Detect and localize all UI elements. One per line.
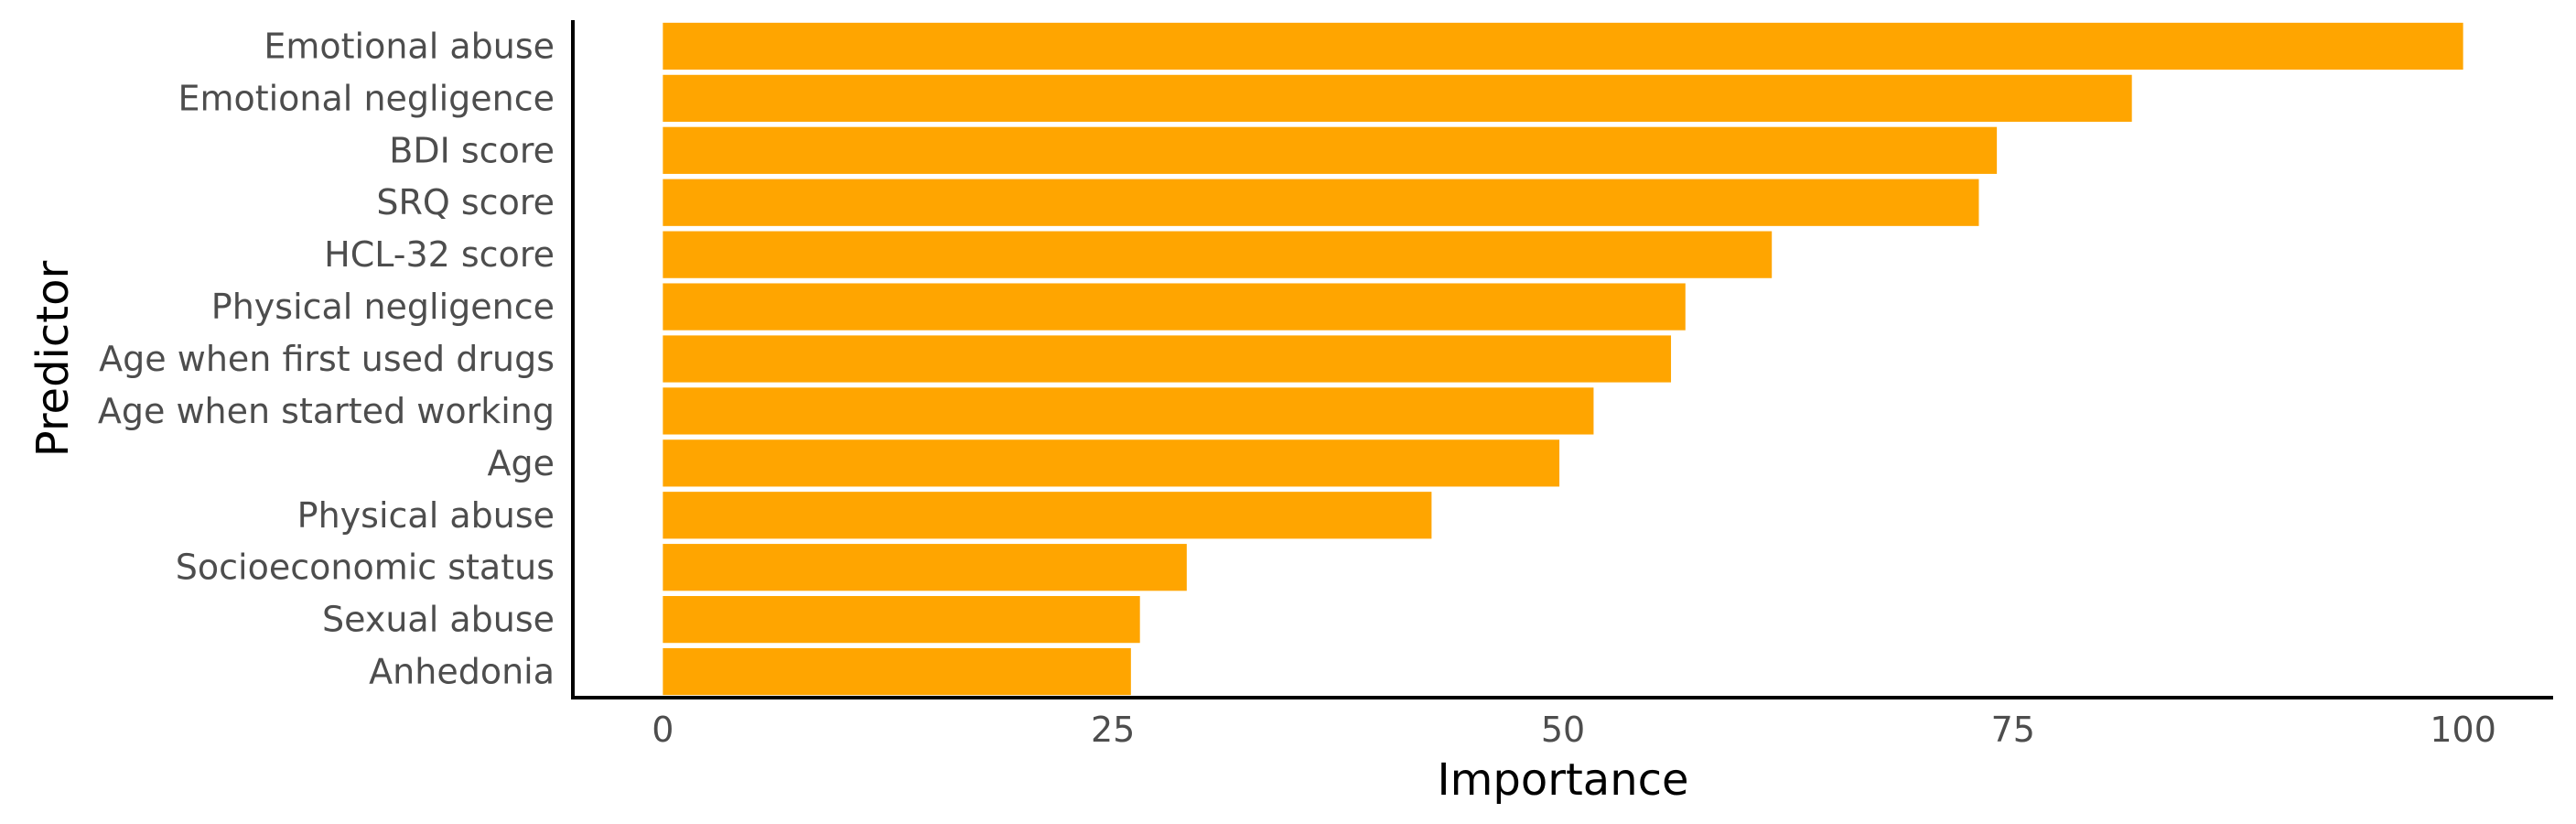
x-tick-label-25: 25 [1091,710,1135,750]
category-label-emotional-abuse: Emotional abuse [264,26,555,66]
bar-physical-abuse [663,492,1431,538]
bar-age [663,439,1559,486]
category-label-physical-negligence: Physical negligence [211,287,555,327]
category-labels-group: Emotional abuse Emotional negligence BDI s… [98,26,555,691]
category-label-socioeconomic-status: Socioeconomic status [176,548,555,588]
category-label-emotional-negligence: Emotional negligence [178,78,555,118]
bar-age-when-first-used-drugs [663,335,1671,382]
bar-age-when-started-working [663,387,1593,434]
category-label-anhedonia: Anhedonia [369,652,555,692]
bar-bdi-score [663,127,1997,174]
x-ticks-group: 0 25 50 75 100 [652,710,2496,750]
bar-emotional-abuse [663,23,2463,70]
x-tick-label-0: 0 [652,710,674,750]
category-label-hcl-32-score: HCL-32 score [324,234,555,275]
x-tick-label-100: 100 [2430,710,2496,750]
y-axis-title: Predictor [27,261,79,458]
x-axis-title: Importance [1437,754,1688,806]
category-label-bdi-score: BDI score [389,130,555,170]
category-label-srq-score: SRQ score [376,182,555,222]
bar-hcl-32-score [663,232,1772,278]
bar-emotional-negligence [663,75,2131,122]
bars-group [663,23,2463,695]
category-label-physical-abuse: Physical abuse [297,495,555,536]
x-tick-label-75: 75 [1991,710,2035,750]
bar-sexual-abuse [663,596,1139,643]
bar-physical-negligence [663,283,1685,330]
category-label-age-when-started-working: Age when started working [98,391,555,431]
category-label-sexual-abuse: Sexual abuse [322,600,555,640]
bar-srq-score [663,179,1978,226]
bar-anhedonia [663,648,1130,695]
x-tick-label-50: 50 [1541,710,1585,750]
category-label-age: Age [488,443,555,483]
bar-socioeconomic-status [663,544,1186,591]
category-label-age-when-first-used-drugs: Age when first used drugs [99,339,555,379]
